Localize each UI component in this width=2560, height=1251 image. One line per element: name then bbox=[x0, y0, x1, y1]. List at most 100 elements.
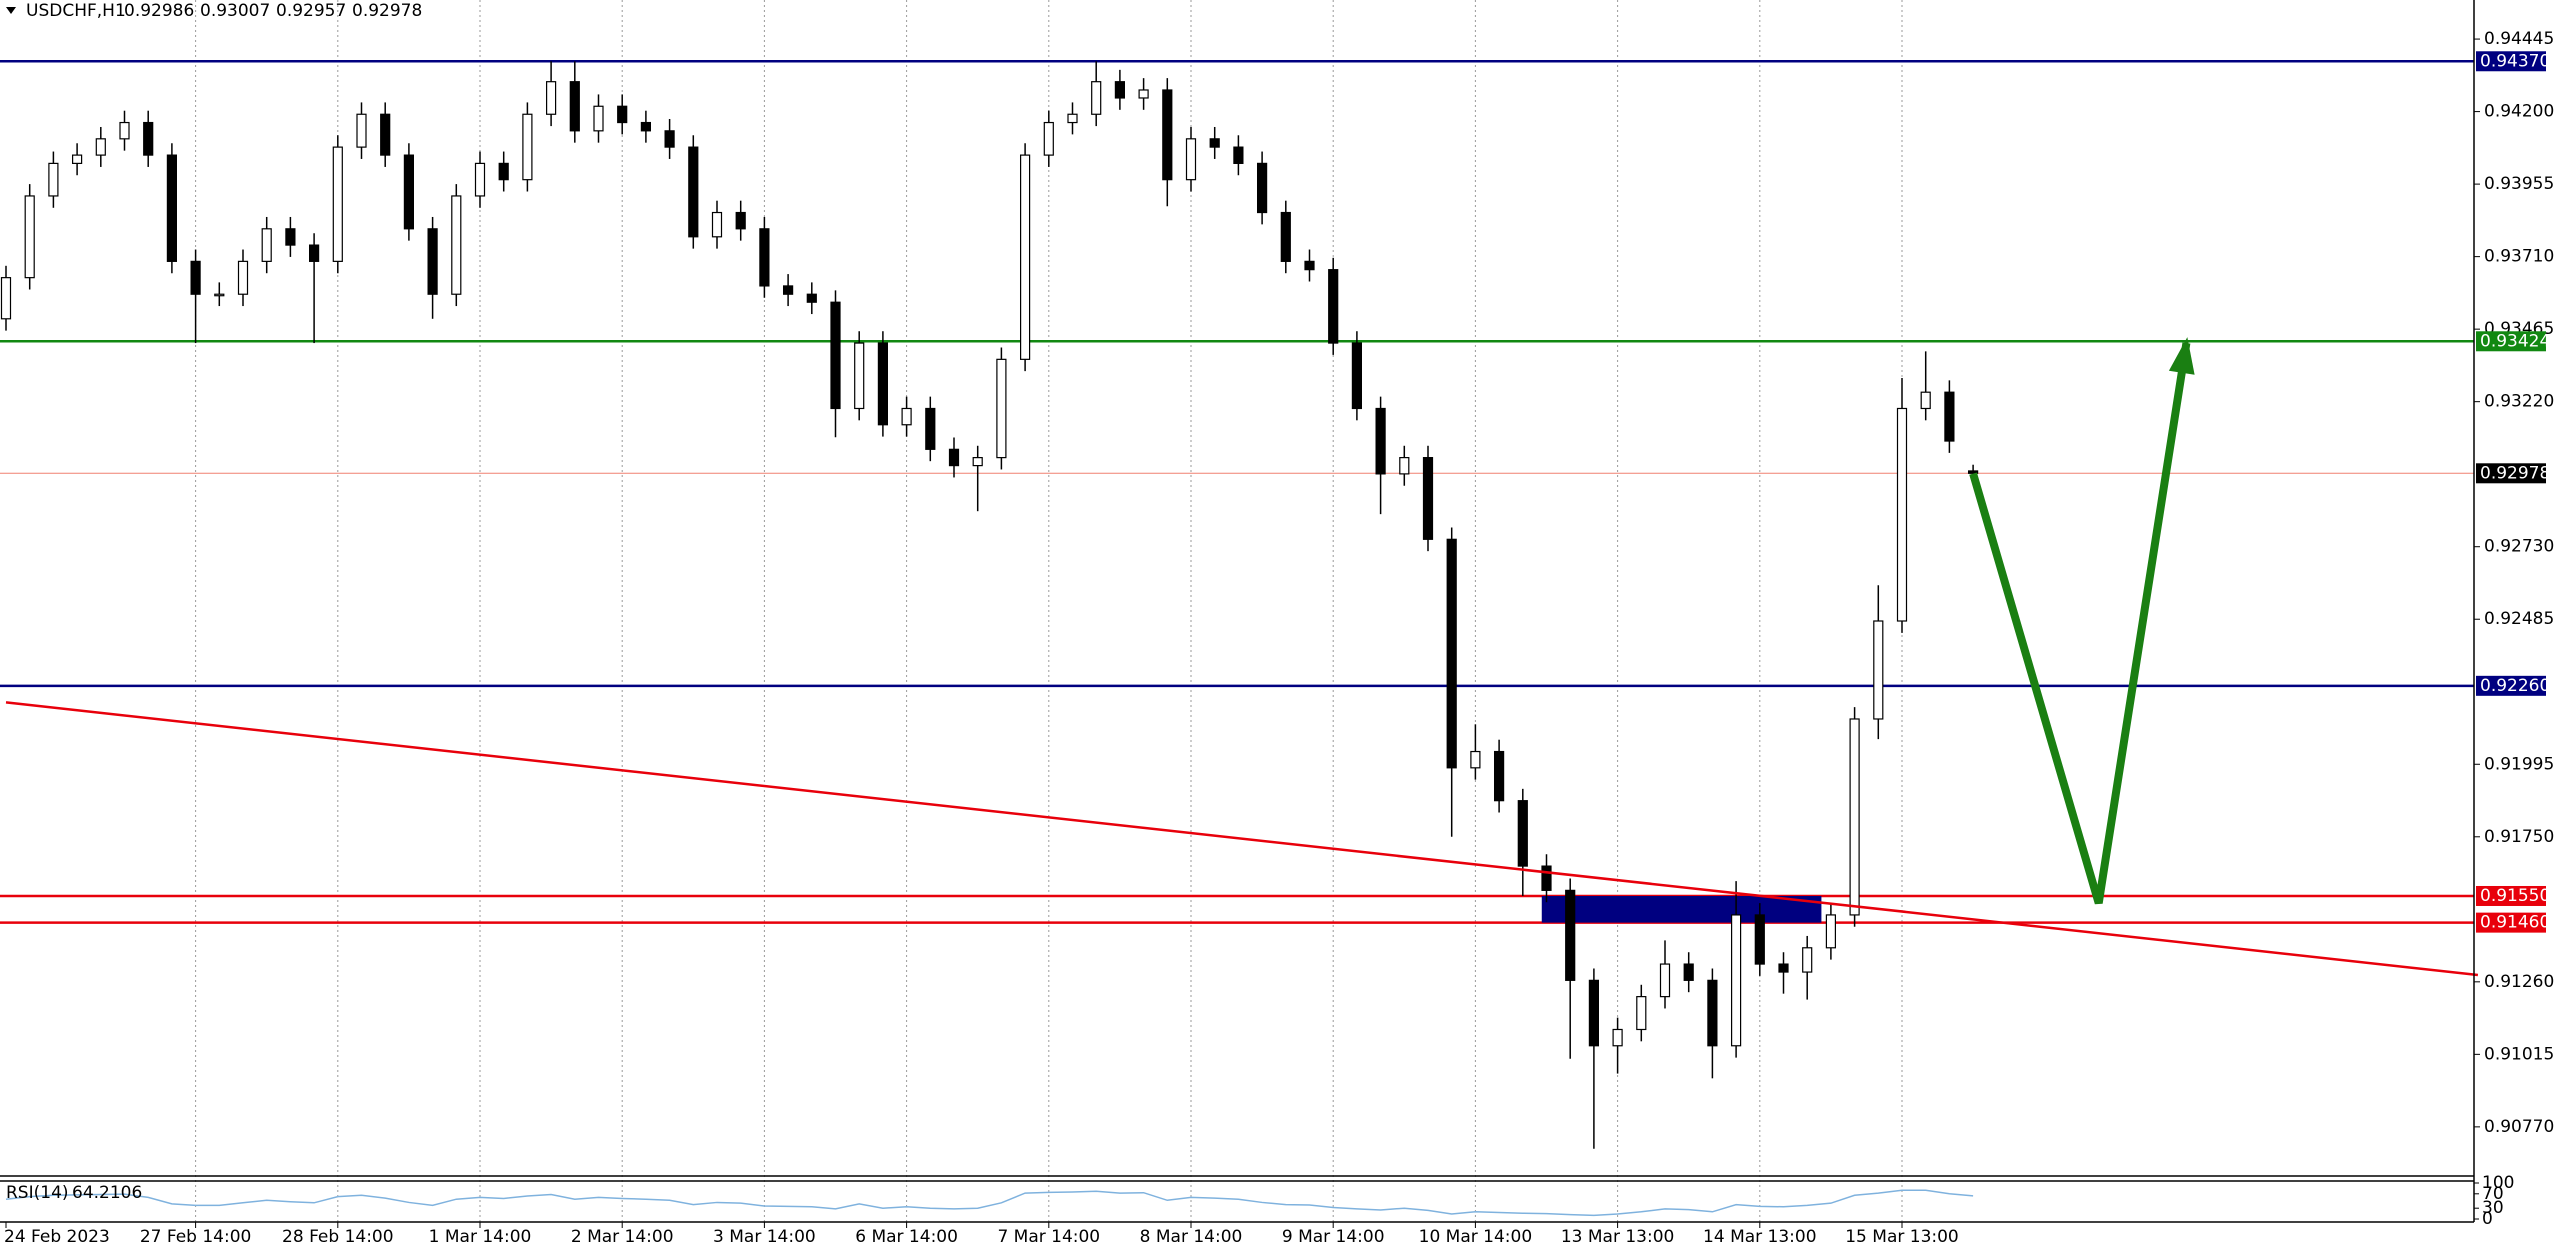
candle-body bbox=[925, 407, 936, 450]
candle-body bbox=[1399, 457, 1410, 475]
level-label-box bbox=[2476, 912, 2546, 933]
level-label: 0.91460 bbox=[2480, 913, 2550, 933]
x-tick-label: 14 Mar 13:00 bbox=[1703, 1227, 1817, 1247]
header-open: 0.92986 bbox=[124, 1, 194, 21]
candle-body bbox=[1873, 620, 1884, 720]
candle-body bbox=[901, 407, 912, 426]
candle-body bbox=[877, 342, 889, 426]
candle-body bbox=[356, 113, 367, 148]
candle-body bbox=[0, 277, 12, 320]
candle-body bbox=[1351, 342, 1363, 410]
candle-body bbox=[972, 457, 983, 467]
candle-body bbox=[261, 228, 272, 262]
candle-body bbox=[451, 195, 462, 295]
level-label: 0.93424 bbox=[2480, 331, 2550, 351]
candle-body bbox=[285, 228, 296, 246]
candle-body bbox=[1446, 538, 1457, 769]
y-tick-label: 0.91260 bbox=[2484, 972, 2554, 992]
candle-body bbox=[735, 211, 746, 230]
x-tick-label: 24 Feb 2023 bbox=[4, 1227, 110, 1247]
candle-body bbox=[948, 448, 960, 467]
candle-body bbox=[1565, 889, 1576, 981]
candle-body bbox=[617, 105, 628, 124]
candle-body bbox=[1920, 391, 1931, 410]
x-tick-label: 15 Mar 13:00 bbox=[1845, 1227, 1959, 1247]
candle-body bbox=[1588, 979, 1600, 1047]
candle-body bbox=[522, 113, 533, 181]
x-tick-label: 9 Mar 14:00 bbox=[1282, 1227, 1385, 1247]
candle-body bbox=[1162, 89, 1173, 181]
x-tick-label: 10 Mar 14:00 bbox=[1419, 1227, 1533, 1247]
y-tick-label: 0.93955 bbox=[2484, 174, 2554, 194]
candle-body bbox=[24, 195, 35, 279]
candle-body bbox=[1636, 996, 1647, 1031]
candle-body bbox=[759, 228, 770, 287]
candle-body bbox=[48, 162, 59, 197]
candle-body bbox=[190, 260, 201, 295]
candle-body bbox=[498, 162, 509, 181]
level-label-box bbox=[2476, 675, 2546, 696]
candle-body bbox=[427, 228, 438, 295]
candle-body bbox=[1944, 391, 1955, 442]
candle-body bbox=[380, 113, 391, 156]
candle-body bbox=[1019, 154, 1031, 360]
candle-body bbox=[237, 260, 249, 295]
rsi-tick-label: 0 bbox=[2482, 1209, 2493, 1229]
candle-body bbox=[1304, 260, 1315, 271]
candle-body bbox=[309, 244, 320, 262]
arrow-head bbox=[2168, 337, 2195, 375]
x-tick-label: 6 Mar 14:00 bbox=[855, 1227, 958, 1247]
candle-body bbox=[1517, 800, 1528, 867]
header-low: 0.92957 bbox=[276, 1, 346, 21]
candle-body bbox=[403, 154, 414, 230]
candle-body bbox=[1778, 963, 1789, 973]
candle-body bbox=[569, 81, 580, 132]
symbol-title: USDCHF,H1 bbox=[26, 1, 126, 21]
candle-body bbox=[1896, 407, 1908, 622]
candle-body bbox=[1233, 146, 1244, 164]
x-tick-label: 3 Mar 14:00 bbox=[713, 1227, 816, 1247]
candle-body bbox=[1114, 81, 1126, 99]
header-high: 0.93007 bbox=[200, 1, 270, 21]
header: USDCHF,H1 0.92986 0.93007 0.92957 0.9297… bbox=[6, 1, 422, 21]
candle-body bbox=[1280, 211, 1291, 262]
y-tick-label: 0.92485 bbox=[2484, 609, 2554, 629]
candle-body bbox=[1209, 138, 1220, 148]
candle-body bbox=[214, 293, 225, 297]
trend-line bbox=[5, 701, 2479, 977]
level-label: 0.94370 bbox=[2480, 51, 2550, 71]
candle-body bbox=[782, 285, 794, 295]
candle-body bbox=[711, 211, 723, 238]
candle-body bbox=[854, 342, 865, 410]
y-tick-label: 0.91750 bbox=[2484, 827, 2554, 847]
candle-body bbox=[593, 105, 604, 132]
x-tick-label: 8 Mar 14:00 bbox=[1140, 1227, 1243, 1247]
candle-body bbox=[1470, 750, 1481, 769]
candle-body bbox=[996, 358, 1007, 459]
candle-body bbox=[474, 162, 486, 197]
candle-body bbox=[1825, 914, 1837, 949]
header-close: 0.92978 bbox=[352, 1, 422, 21]
x-tick-label: 2 Mar 14:00 bbox=[571, 1227, 674, 1247]
candle-body bbox=[119, 121, 130, 140]
candle-body bbox=[1067, 113, 1078, 124]
candle-body bbox=[806, 293, 817, 303]
y-tick-label: 0.92730 bbox=[2484, 537, 2554, 557]
candle-body bbox=[95, 138, 106, 156]
candle-body bbox=[545, 81, 557, 115]
candle-body bbox=[166, 154, 177, 262]
level-label-box bbox=[2476, 885, 2546, 906]
candle-body bbox=[688, 146, 699, 238]
candle-body bbox=[1043, 121, 1054, 156]
rsi-tick-label: 100 bbox=[2482, 1173, 2514, 1193]
candle-body bbox=[830, 301, 841, 410]
rsi-value: 64.2106 bbox=[72, 1183, 142, 1203]
candles-layer bbox=[0, 61, 1979, 1149]
candle-body bbox=[1754, 914, 1765, 965]
candle-body bbox=[1091, 81, 1102, 115]
rsi-line bbox=[5, 1189, 1974, 1217]
menu-triangle[interactable] bbox=[6, 7, 16, 14]
